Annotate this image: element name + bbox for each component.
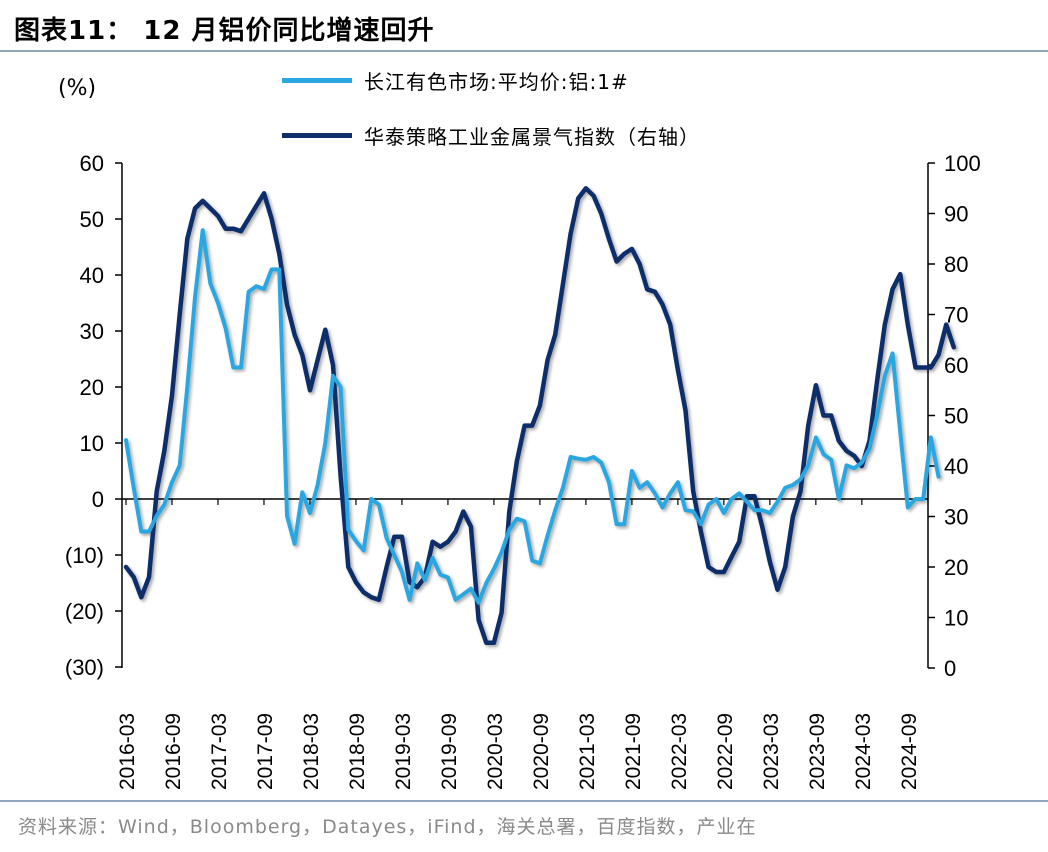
right-axis-tick-label: 0: [944, 656, 956, 681]
legend-item-series1: 长江有色市场:平均价:铝:1#: [282, 66, 629, 95]
footer-divider: [0, 800, 1048, 802]
left-axis-tick-label: 40: [80, 263, 104, 288]
series-line-industrial-metal-index: [123, 186, 957, 646]
right-axis-tick-label: 20: [944, 555, 968, 580]
x-axis-tick-label: 2017-03: [208, 713, 231, 790]
left-axis-tick-label: (10): [65, 543, 104, 568]
source-note: 资料来源：Wind，Bloomberg，Datayes，iFind，海关总署，百…: [18, 816, 757, 838]
x-axis-tick-label: 2023-09: [806, 713, 829, 790]
right-axis-tick-label: 90: [944, 202, 968, 227]
right-axis-tick-label: 40: [944, 454, 968, 479]
left-axis-tick-label: 60: [80, 151, 104, 176]
title-divider: [0, 50, 1048, 52]
chart-title: 图表11： 12 月铝价同比增速回升: [14, 16, 435, 46]
x-axis-tick-label: 2022-09: [714, 713, 737, 790]
left-axis-tick-label: 50: [80, 207, 104, 232]
x-axis-tick-label: 2019-09: [438, 713, 461, 790]
x-axis-tick-label: 2023-03: [760, 713, 783, 790]
x-axis-tick-label: 2021-03: [576, 713, 599, 790]
legend-swatch-series2: [282, 133, 352, 138]
right-axis-tick-label: 100: [944, 151, 981, 176]
series-line-aluminium-price-yoy: [124, 228, 941, 605]
x-axis-tick-label: 2018-09: [346, 713, 369, 790]
left-axis-tick-label: (20): [65, 599, 104, 624]
x-axis-tick-label: 2021-09: [622, 713, 645, 790]
left-axis-tick-label: (30): [65, 655, 104, 680]
legend-label-series2: 华泰策略工业金属景气指数（右轴）: [364, 125, 700, 149]
left-axis-tick-label: 30: [80, 319, 104, 344]
x-axis-tick-label: 2024-09: [898, 713, 921, 790]
left-axis-tick-label: 10: [80, 431, 104, 456]
legend-item-series2: 华泰策略工业金属景气指数（右轴）: [282, 121, 700, 150]
x-axis-tick-label: 2020-09: [530, 713, 553, 790]
left-axis-unit: (%): [58, 76, 97, 101]
right-axis-tick-label: 70: [944, 303, 968, 328]
legend-label-series1: 长江有色市场:平均价:铝:1#: [364, 70, 629, 94]
x-axis-tick-label: 2022-03: [668, 713, 691, 790]
right-axis-tick-label: 60: [944, 353, 968, 378]
x-axis-tick-label: 2017-09: [254, 713, 277, 790]
left-axis-tick-label: 0: [92, 487, 104, 512]
x-axis-tick-label: 2016-03: [116, 713, 139, 790]
x-axis-tick-label: 2016-09: [162, 713, 185, 790]
x-axis-tick-label: 2018-03: [300, 713, 323, 790]
x-axis-tick-label: 2024-03: [852, 713, 875, 790]
right-axis-tick-label: 50: [944, 404, 968, 429]
left-axis-tick-label: 20: [80, 375, 104, 400]
legend-swatch-series1: [282, 78, 352, 83]
right-axis-tick-label: 80: [944, 252, 968, 277]
right-axis-tick-label: 30: [944, 505, 968, 530]
x-axis-tick-label: 2019-03: [392, 713, 415, 790]
x-axis-tick-label: 2020-03: [484, 713, 507, 790]
right-axis-tick-label: 10: [944, 606, 968, 631]
